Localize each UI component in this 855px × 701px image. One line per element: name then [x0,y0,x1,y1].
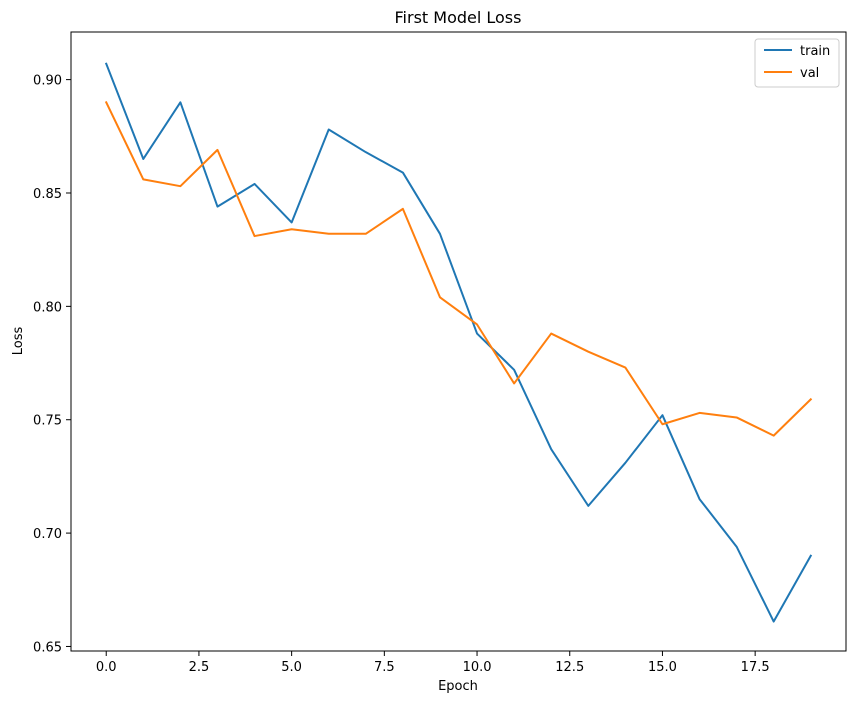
x-tick-label: 17.5 [741,660,770,675]
x-axis-label: Epoch [438,679,478,694]
x-tick-label: 5.0 [281,660,302,675]
plot-area [70,31,847,652]
chart-title: First Model Loss [395,8,522,27]
legend: train val [754,38,840,88]
x-tick-label: 15.0 [648,660,677,675]
series-lines [104,62,813,623]
x-tick-label: 10.0 [463,660,492,675]
y-tick-label: 0.70 [33,527,62,542]
y-tick-label: 0.85 [33,187,62,202]
series-line-val [104,100,813,437]
legend-label-train: train [800,44,830,59]
x-tick-label: 7.5 [374,660,395,675]
series-line-train [104,62,813,623]
y-tick-label: 0.80 [33,300,62,315]
x-tick-label: 12.5 [555,660,584,675]
y-tick-label: 0.65 [33,640,62,655]
y-tick-label: 0.75 [33,414,62,429]
y-axis: 0.65 0.70 0.75 0.80 0.85 0.90 [33,74,71,655]
y-axis-label: Loss [11,327,26,356]
x-tick-label: 2.5 [189,660,210,675]
x-axis: 0.0 2.5 5.0 7.5 10.0 12.5 15.0 17.5 [96,651,770,675]
x-tick-label: 0.0 [96,660,117,675]
y-tick-label: 0.90 [33,74,62,89]
legend-label-val: val [800,66,819,81]
